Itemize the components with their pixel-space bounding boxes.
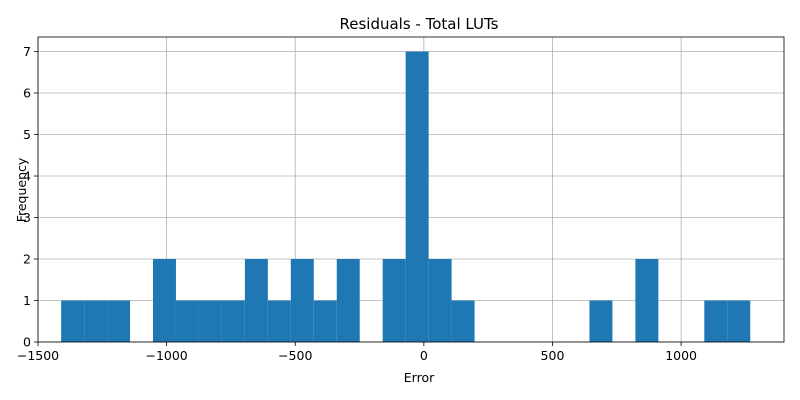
histogram-bar [244,259,268,342]
histogram-bar [198,300,222,342]
histogram-bar [221,300,245,342]
histogram-bar [704,300,728,342]
x-tick-label: 1000 [665,348,697,363]
x-tick-label: −500 [278,348,312,363]
histogram-bar [107,300,131,342]
histogram-bar [428,259,452,342]
histogram-bar [727,300,751,342]
histogram-bar [267,300,291,342]
x-axis-label: Error [404,370,435,385]
y-tick-label: 3 [23,210,31,225]
histogram-bar [451,300,475,342]
histogram-bar [290,259,314,342]
histogram-bar [405,51,429,343]
histogram-bar [589,300,613,342]
x-tick-label: −1000 [145,348,187,363]
y-tick-label: 4 [23,169,31,184]
plot-frame [37,36,785,343]
y-axis-ticks: 0 1 2 3 4 5 6 7 [23,44,38,350]
y-tick-label: 5 [23,127,31,142]
histogram-bar [175,300,199,342]
histogram-bar [313,300,337,342]
histogram-bar [84,300,108,342]
y-tick-label: 6 [23,86,31,101]
histogram-bar [635,259,659,342]
histogram-bar [382,259,406,342]
histogram-bar [152,259,176,342]
y-tick-label: 0 [23,335,31,350]
histogram-bar [61,300,85,342]
x-tick-label: −1500 [17,348,59,363]
y-axis-label: Frequency [14,157,29,222]
x-axis-ticks: −1500 −1000 −500 0 500 1000 [17,342,697,363]
y-tick-label: 7 [23,44,31,59]
chart-title: Residuals - Total LUTs [340,15,499,33]
histogram-bar [336,259,360,342]
bars [61,51,751,343]
axes [37,36,785,343]
y-tick-label: 1 [23,293,31,308]
y-tick-label: 2 [23,252,31,267]
x-tick-label: 500 [541,348,565,363]
x-tick-label: 0 [420,348,428,363]
